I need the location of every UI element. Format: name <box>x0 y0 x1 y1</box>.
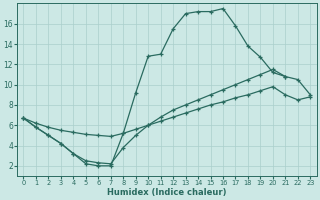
X-axis label: Humidex (Indice chaleur): Humidex (Indice chaleur) <box>107 188 227 197</box>
